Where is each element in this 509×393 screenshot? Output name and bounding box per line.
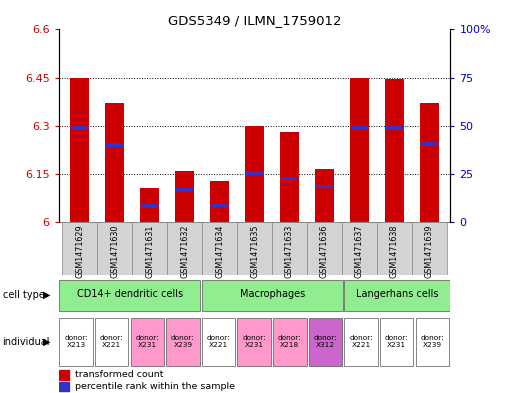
Text: donor:
X221: donor: X221 <box>100 335 124 349</box>
Text: transformed count: transformed count <box>75 371 163 380</box>
Text: GSM1471629: GSM1471629 <box>75 225 84 278</box>
Bar <box>307 222 342 275</box>
Title: GDS5349 / ILMN_1759012: GDS5349 / ILMN_1759012 <box>168 14 341 27</box>
Bar <box>245 126 264 222</box>
Text: GSM1471631: GSM1471631 <box>145 225 154 278</box>
Text: CD14+ dendritic cells: CD14+ dendritic cells <box>77 290 183 299</box>
Text: GSM1471633: GSM1471633 <box>285 225 294 278</box>
Bar <box>71 127 88 130</box>
Text: ▶: ▶ <box>43 290 51 300</box>
Text: GSM1471634: GSM1471634 <box>215 225 224 278</box>
Text: individual: individual <box>3 337 50 347</box>
Bar <box>350 77 369 222</box>
Bar <box>344 279 450 311</box>
Bar <box>211 204 228 207</box>
Text: GSM1471637: GSM1471637 <box>355 225 364 278</box>
Bar <box>377 222 412 275</box>
Bar <box>412 222 447 275</box>
Bar <box>59 318 93 366</box>
Bar <box>342 222 377 275</box>
Text: donor:
X239: donor: X239 <box>171 335 195 349</box>
Bar <box>386 127 403 130</box>
Bar <box>202 222 237 275</box>
Text: percentile rank within the sample: percentile rank within the sample <box>75 382 235 391</box>
Text: GSM1471638: GSM1471638 <box>390 225 399 278</box>
Text: donor:
X231: donor: X231 <box>242 335 266 349</box>
Text: donor:
X231: donor: X231 <box>385 335 409 349</box>
Bar <box>132 222 167 275</box>
Text: donor:
X221: donor: X221 <box>207 335 231 349</box>
Text: ▶: ▶ <box>43 337 51 347</box>
Bar <box>70 77 89 222</box>
Bar <box>308 318 342 366</box>
Bar <box>202 318 235 366</box>
Bar <box>280 132 299 222</box>
Bar <box>281 177 298 180</box>
Text: GSM1471632: GSM1471632 <box>180 225 189 278</box>
Bar <box>97 222 132 275</box>
Bar <box>62 222 97 275</box>
Bar <box>59 382 69 391</box>
Text: Macrophages: Macrophages <box>240 290 305 299</box>
Text: donor:
X213: donor: X213 <box>64 335 88 349</box>
Bar <box>421 142 438 146</box>
Text: donor:
X231: donor: X231 <box>135 335 159 349</box>
Text: donor:
X218: donor: X218 <box>278 335 302 349</box>
Bar <box>176 188 193 191</box>
Bar <box>385 79 404 222</box>
Bar <box>351 127 367 130</box>
Bar <box>246 171 263 174</box>
Bar <box>175 171 194 222</box>
Bar <box>106 143 123 147</box>
Bar <box>166 318 200 366</box>
Bar <box>167 222 202 275</box>
Text: donor:
X312: donor: X312 <box>314 335 337 349</box>
Bar <box>420 103 439 222</box>
Bar <box>316 185 333 188</box>
Bar <box>95 318 128 366</box>
Text: GSM1471630: GSM1471630 <box>110 225 119 278</box>
Text: cell type: cell type <box>3 290 44 300</box>
Bar <box>140 188 159 222</box>
Bar <box>59 279 201 311</box>
Bar <box>130 318 164 366</box>
Bar <box>272 222 307 275</box>
Text: Langerhans cells: Langerhans cells <box>356 290 438 299</box>
Text: GSM1471635: GSM1471635 <box>250 225 259 278</box>
Bar <box>105 103 124 222</box>
Text: GSM1471639: GSM1471639 <box>425 225 434 278</box>
Bar <box>237 222 272 275</box>
Bar <box>344 318 378 366</box>
Bar <box>237 318 271 366</box>
Text: donor:
X221: donor: X221 <box>349 335 373 349</box>
Bar <box>380 318 413 366</box>
Bar <box>142 204 158 208</box>
Bar <box>273 318 306 366</box>
Text: donor:
X239: donor: X239 <box>420 335 444 349</box>
Bar <box>210 181 229 222</box>
Bar <box>415 318 449 366</box>
Bar <box>315 169 334 222</box>
Text: GSM1471636: GSM1471636 <box>320 225 329 278</box>
Bar <box>202 279 343 311</box>
Bar <box>59 370 69 380</box>
